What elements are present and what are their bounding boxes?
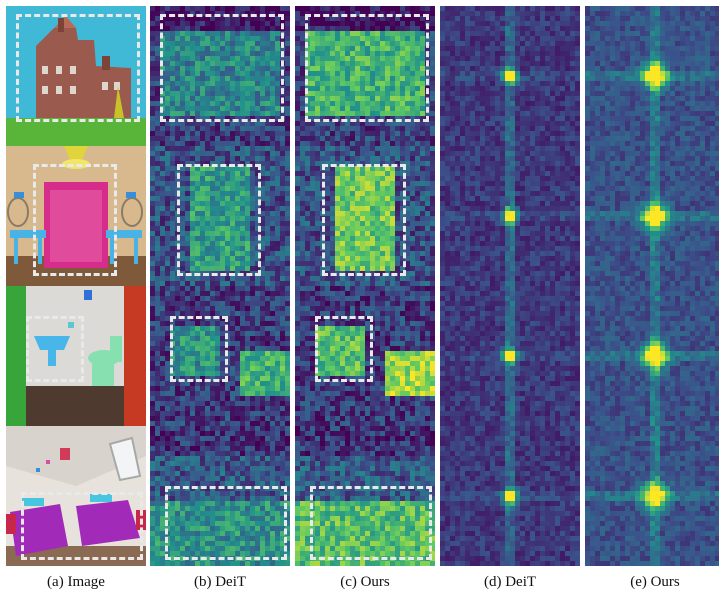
bounding-box xyxy=(26,316,84,382)
heatmap xyxy=(440,6,580,146)
bounding-box xyxy=(315,316,373,382)
bounding-box xyxy=(16,14,140,122)
heatmap xyxy=(440,146,580,286)
heatmap xyxy=(585,6,719,146)
attention-map-deit xyxy=(150,6,290,146)
caption-deit-spectrum: (d) DeiT xyxy=(483,574,537,590)
caption-deit-attention: (b) DeiT xyxy=(193,574,247,590)
heatmap xyxy=(150,146,290,286)
spectrum-deit xyxy=(440,146,580,286)
bounding-box xyxy=(21,492,143,560)
bounding-box xyxy=(33,164,117,276)
heatmap xyxy=(150,6,290,146)
caption-image: (a) Image xyxy=(47,574,105,590)
spectrum-deit xyxy=(440,6,580,146)
heatmap xyxy=(295,6,435,146)
image-door xyxy=(6,146,146,286)
heatmap xyxy=(295,426,435,566)
heatmap xyxy=(585,146,719,286)
attention-map-ours xyxy=(295,6,435,146)
heatmap xyxy=(295,146,435,286)
heatmap xyxy=(585,286,719,426)
bounding-box xyxy=(322,164,406,276)
heatmap xyxy=(585,426,719,566)
bounding-box xyxy=(165,486,287,560)
attention-map-deit xyxy=(150,146,290,286)
heatmap xyxy=(440,426,580,566)
spectrum-ours xyxy=(585,426,719,566)
attention-map-ours xyxy=(295,146,435,286)
bounding-box xyxy=(160,14,284,122)
attention-map-deit xyxy=(150,426,290,566)
spectrum-deit xyxy=(440,426,580,566)
spectrum-ours xyxy=(585,6,719,146)
heatmap xyxy=(440,286,580,426)
caption-ours-spectrum: (e) Ours xyxy=(630,574,680,590)
heatmap xyxy=(295,286,435,426)
bounding-box xyxy=(170,316,228,382)
image-bedroom xyxy=(6,426,146,566)
caption-ours-attention: (c) Ours xyxy=(340,574,390,590)
attention-map-ours xyxy=(295,286,435,426)
spectrum-ours xyxy=(585,146,719,286)
bounding-box xyxy=(310,486,432,560)
heatmap xyxy=(150,426,290,566)
spectrum-deit xyxy=(440,286,580,426)
bounding-box xyxy=(305,14,429,122)
image-bathroom xyxy=(6,286,146,426)
figure-grid xyxy=(6,6,719,566)
spectrum-ours xyxy=(585,286,719,426)
attention-map-deit xyxy=(150,286,290,426)
attention-map-ours xyxy=(295,426,435,566)
heatmap xyxy=(150,286,290,426)
bounding-box xyxy=(177,164,261,276)
image-building xyxy=(6,6,146,146)
